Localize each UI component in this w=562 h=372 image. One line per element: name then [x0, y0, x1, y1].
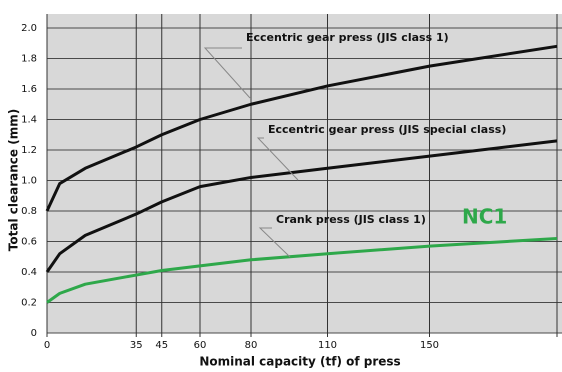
curves: [45, 44, 558, 304]
y-tick-label: 1.2: [21, 145, 37, 156]
grid: [46, 14, 562, 337]
x-tick-label: 35: [130, 340, 143, 351]
series-line: [45, 139, 558, 273]
x-tick-label: 45: [155, 340, 168, 351]
y-tick-label: 1.6: [21, 84, 37, 95]
plot-area: [47, 14, 562, 333]
leader-line: [258, 227, 291, 258]
series-line: [45, 44, 558, 212]
series-label: Eccentric gear press (JIS special class): [268, 123, 506, 136]
x-tick-label: 80: [245, 340, 258, 351]
x-axis-title: Nominal capacity (tf) of press: [199, 355, 400, 369]
y-axis-title: Total clearance (mm): [7, 109, 21, 251]
y-tick-label: 1.0: [21, 176, 37, 187]
leader-line: [256, 137, 299, 181]
annotation: NC1: [462, 205, 507, 229]
y-tick-label: 0: [31, 328, 37, 339]
y-tick-label: 1.8: [21, 54, 37, 65]
x-tick-label: 150: [420, 340, 439, 351]
y-tick-label: 0.8: [21, 206, 37, 217]
series-label: Crank press (JIS class 1): [276, 213, 426, 226]
series-line: [46, 236, 558, 304]
y-tick-label: 1.4: [21, 115, 37, 126]
y-tick-label: 2.0: [21, 23, 37, 34]
y-tick-label: 0.6: [21, 237, 37, 248]
y-tick-label: 0.2: [21, 298, 37, 309]
x-tick-label: 110: [318, 340, 337, 351]
x-tick-label: 60: [194, 340, 207, 351]
leader-line: [203, 47, 251, 99]
y-tick-label: 0.4: [21, 267, 37, 278]
x-tick-label: 0: [44, 340, 50, 351]
series-label: Eccentric gear press (JIS class 1): [246, 31, 449, 44]
